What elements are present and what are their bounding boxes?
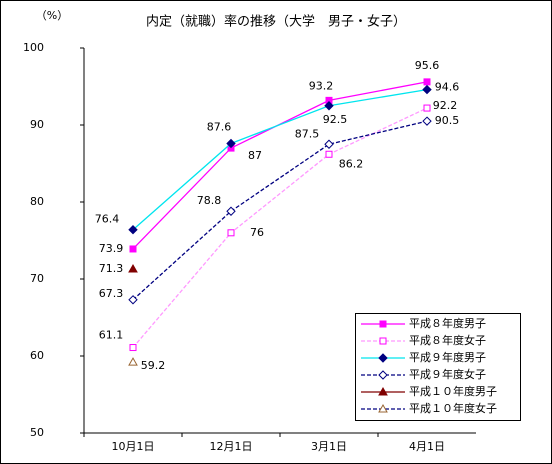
marker xyxy=(128,225,138,235)
data-label: 71.3 xyxy=(99,262,124,275)
legend-label: 平成１０年度男子 xyxy=(409,384,497,398)
data-label: 76.4 xyxy=(95,213,120,226)
legend-label: 平成１０年度女子 xyxy=(409,401,497,415)
data-label: 67.3 xyxy=(99,287,124,300)
series-line xyxy=(132,88,428,231)
legend-label: 平成９年度男子 xyxy=(409,350,486,364)
marker xyxy=(128,295,138,305)
legend-label: 平成８年度男子 xyxy=(409,316,486,330)
data-label: 73.9 xyxy=(99,242,124,255)
y-tick-label: 100 xyxy=(23,41,44,54)
data-label: 87 xyxy=(248,149,262,162)
y-tick-label: 50 xyxy=(30,426,44,439)
data-label: 92.5 xyxy=(323,113,348,126)
marker xyxy=(422,116,432,126)
data-label: 61.1 xyxy=(99,329,124,342)
y-tick-label: 70 xyxy=(30,272,44,285)
marker xyxy=(129,344,137,352)
series-line xyxy=(132,107,428,348)
series-line xyxy=(132,120,428,301)
data-label: 76 xyxy=(250,226,264,239)
x-tick-label: 10月1日 xyxy=(112,440,155,453)
y-tick-label: 90 xyxy=(30,118,44,131)
data-label: 95.6 xyxy=(415,59,440,72)
data-label: 90.5 xyxy=(435,114,460,127)
x-tick-label: 3月1日 xyxy=(311,440,347,453)
marker xyxy=(227,229,235,237)
marker xyxy=(128,263,138,273)
y-unit: （%） xyxy=(36,9,68,22)
data-label: 59.2 xyxy=(141,359,166,372)
marker xyxy=(379,337,387,345)
x-tick-label: 12月1日 xyxy=(210,440,253,453)
data-label: 87.5 xyxy=(295,127,320,140)
marker xyxy=(378,353,388,363)
legend xyxy=(355,313,521,421)
marker xyxy=(423,78,431,86)
marker xyxy=(325,150,333,158)
marker xyxy=(378,370,388,380)
marker xyxy=(422,84,432,95)
data-label: 86.2 xyxy=(339,157,364,170)
data-label: 78.8 xyxy=(197,194,222,207)
data-label: 92.2 xyxy=(433,99,458,112)
marker xyxy=(378,386,388,396)
marker xyxy=(226,206,236,216)
legend-label: 平成８年度女子 xyxy=(409,333,486,347)
y-tick-label: 60 xyxy=(30,349,44,362)
chart-title: 内定（就職）率の推移（大学 男子・女子） xyxy=(146,14,406,30)
x-tick-label: 4月1日 xyxy=(409,440,445,453)
marker xyxy=(324,101,334,111)
data-label: 93.2 xyxy=(309,79,334,92)
legend-label: 平成９年度女子 xyxy=(409,367,486,381)
marker xyxy=(128,357,138,366)
marker xyxy=(378,403,388,413)
marker xyxy=(226,138,236,149)
marker xyxy=(324,139,334,149)
data-label: 94.6 xyxy=(435,81,460,94)
marker xyxy=(379,320,387,328)
marker xyxy=(129,245,137,253)
marker xyxy=(423,104,431,112)
y-tick-label: 80 xyxy=(30,195,44,208)
data-label: 87.6 xyxy=(207,120,232,133)
